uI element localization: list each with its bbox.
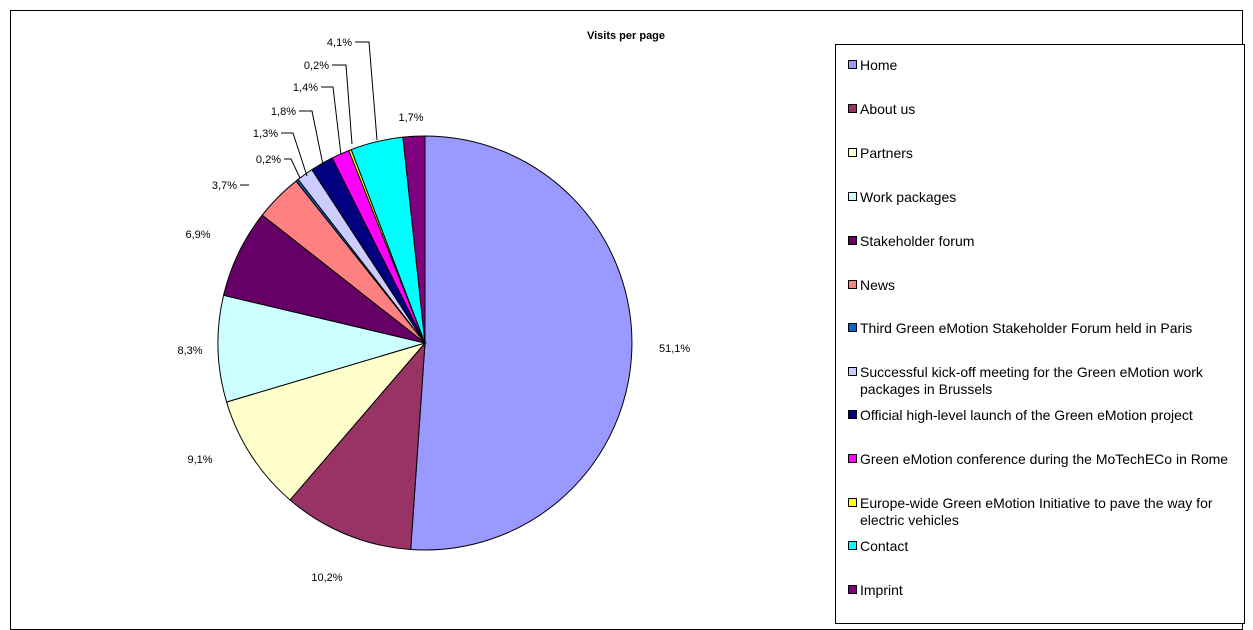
legend-item: News bbox=[848, 277, 1243, 294]
legend-label: Europe-wide Green eMotion Initiative to … bbox=[860, 495, 1213, 528]
legend-swatch bbox=[848, 148, 857, 157]
pie-slice-4 bbox=[217, 294, 427, 403]
legend-label: News bbox=[860, 277, 896, 293]
legend-item: Europe-wide Green eMotion Initiative to … bbox=[848, 495, 1243, 529]
legend-item: Official high-level launch of the Green … bbox=[848, 407, 1243, 424]
chart-title: Visits per page bbox=[586, 30, 666, 42]
legend-label: Imprint bbox=[860, 582, 903, 598]
legend-item: Third Green eMotion Stakeholder Forum he… bbox=[848, 320, 1243, 337]
legend-swatch bbox=[848, 454, 857, 463]
data-label-4: 8,3% bbox=[177, 345, 202, 357]
leader-line-10 bbox=[321, 86, 342, 156]
legend-swatch bbox=[848, 323, 857, 332]
legend-label: Stakeholder forum bbox=[860, 233, 975, 249]
legend-label: Partners bbox=[860, 145, 913, 161]
legend-label: Work packages bbox=[860, 189, 957, 205]
legend-label: Third Green eMotion Stakeholder Forum he… bbox=[860, 320, 1193, 336]
data-label-5: 6,9% bbox=[185, 229, 210, 241]
legend-label: Green eMotion conference during the MoTe… bbox=[860, 451, 1229, 467]
data-label-7: 0,2% bbox=[256, 154, 281, 166]
legend-swatch bbox=[848, 585, 857, 594]
legend-label: Successful kick-off meeting for the Gree… bbox=[860, 364, 1203, 397]
leader-line-9 bbox=[299, 110, 324, 166]
data-label-1: 51,1% bbox=[659, 343, 690, 355]
legend-item: Successful kick-off meeting for the Gree… bbox=[848, 364, 1243, 398]
legend: Home About us Partners Work packages Stakeho… bbox=[835, 44, 1245, 624]
pie-slice-1 bbox=[410, 135, 633, 551]
legend-swatch bbox=[848, 104, 857, 113]
legend-item: Imprint bbox=[848, 582, 1243, 599]
legend-item: Home bbox=[848, 57, 1243, 74]
leader-line-12 bbox=[355, 41, 378, 141]
leader-line-11 bbox=[332, 64, 353, 145]
legend-item: Green eMotion conference during the MoTe… bbox=[848, 451, 1243, 468]
legend-label: Official high-level launch of the Green … bbox=[860, 407, 1193, 423]
data-label-2: 10,2% bbox=[311, 572, 342, 584]
legend-item: Work packages bbox=[848, 189, 1243, 206]
data-label-9: 1,8% bbox=[271, 106, 296, 118]
legend-item: Contact bbox=[848, 538, 1243, 555]
pie-slice-2 bbox=[289, 341, 426, 551]
legend-swatch bbox=[848, 498, 857, 507]
legend-swatch bbox=[848, 60, 857, 69]
pie-slice-3 bbox=[225, 342, 427, 501]
legend-swatch bbox=[848, 280, 857, 289]
data-label-13: 1,7% bbox=[398, 112, 423, 124]
legend-item: Partners bbox=[848, 145, 1243, 162]
data-label-11: 0,2% bbox=[304, 60, 329, 72]
data-label-10: 1,4% bbox=[293, 82, 318, 94]
data-label-8: 1,3% bbox=[253, 128, 278, 140]
data-label-6: 3,7% bbox=[212, 180, 237, 192]
data-label-3: 9,1% bbox=[187, 454, 212, 466]
data-label-12: 4,1% bbox=[327, 37, 352, 49]
legend-item: About us bbox=[848, 101, 1243, 118]
legend-swatch bbox=[848, 410, 857, 419]
legend-swatch bbox=[848, 236, 857, 245]
pie-slice-13 bbox=[402, 135, 426, 344]
leader-line-8 bbox=[281, 132, 308, 177]
legend-swatch bbox=[848, 367, 857, 376]
legend-swatch bbox=[848, 192, 857, 201]
leader-line-7 bbox=[284, 158, 301, 179]
legend-label: About us bbox=[860, 101, 916, 117]
legend-label: Home bbox=[860, 57, 898, 73]
legend-item: Stakeholder forum bbox=[848, 233, 1243, 250]
legend-swatch bbox=[848, 541, 857, 550]
legend-label: Contact bbox=[860, 538, 909, 554]
